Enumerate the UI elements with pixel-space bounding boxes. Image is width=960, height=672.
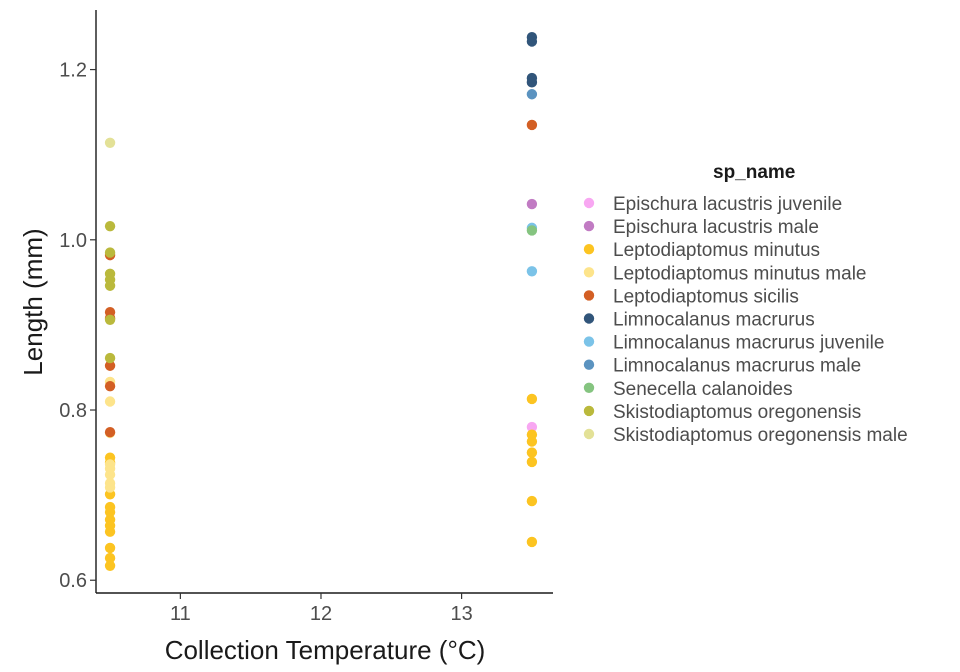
data-point [526, 72, 538, 84]
data-point [104, 137, 116, 148]
y-tick-label: 0.8 [59, 400, 87, 422]
plot-points [104, 32, 538, 571]
x-axis-title: Collection Temperature (°C) [165, 635, 486, 665]
data-point [526, 198, 538, 210]
data-point [104, 314, 116, 325]
data-point [104, 560, 116, 571]
data-point [104, 360, 116, 371]
legend-label: Limnocalanus macrurus juvenile [613, 333, 884, 354]
data-point [104, 352, 116, 364]
y-tick-label: 1.0 [59, 230, 87, 252]
legend-title: sp_name [713, 162, 795, 183]
legend-key [583, 313, 595, 324]
x-tick-label: 13 [450, 603, 472, 625]
legend-key [583, 220, 595, 232]
data-point [104, 542, 116, 554]
data-point [526, 456, 538, 468]
data-point [104, 247, 116, 258]
data-point [104, 501, 116, 513]
legend-key [583, 197, 595, 209]
x-ticks: 11 12 13 [170, 593, 473, 625]
legend-key [583, 428, 595, 440]
data-point [104, 380, 116, 392]
legend-key [583, 359, 595, 370]
y-tick-label: 0.6 [59, 570, 87, 592]
legend-key [583, 244, 595, 255]
data-point [104, 268, 116, 280]
data-point [104, 459, 116, 470]
data-point [104, 426, 116, 438]
legend-label: Limnocalanus macrurus [613, 310, 815, 331]
data-point [104, 396, 116, 407]
legend-label: Senecella calanoides [613, 379, 793, 400]
legend-key [583, 267, 595, 278]
legend-key [583, 382, 595, 393]
legend-label: Skistodiaptomus oregonensis [613, 402, 861, 423]
legend-label: Epischura lacustris male [613, 217, 819, 238]
data-point [526, 421, 538, 433]
data-point [104, 306, 116, 318]
legend-label: Leptodiaptomus minutus [613, 240, 820, 261]
legend-label: Epischura lacustris juvenile [613, 194, 842, 215]
legend-key [583, 405, 595, 417]
x-tick-label: 11 [170, 603, 191, 625]
data-point [526, 536, 538, 548]
legend-label: Limnocalanus macrurus male [613, 356, 861, 377]
legend-key [583, 336, 595, 347]
y-axis-title: Length (mm) [18, 228, 48, 375]
x-tick-label: 12 [310, 603, 332, 625]
legend-label: Leptodiaptomus minutus male [613, 263, 866, 284]
data-point [526, 32, 538, 43]
data-point [526, 119, 538, 131]
data-point [526, 393, 538, 405]
data-point [104, 552, 116, 564]
data-point [104, 220, 116, 232]
data-point [526, 266, 538, 277]
data-point [526, 429, 538, 440]
y-tick-label: 1.2 [59, 60, 87, 82]
data-point [526, 225, 538, 236]
legend-label: Leptodiaptomus sicilis [613, 286, 799, 307]
y-ticks: 0.6 0.8 1.0 1.2 [59, 60, 96, 592]
data-point [104, 478, 116, 489]
legend: sp_name Epischura lacustris juvenileEpis… [583, 162, 908, 446]
legend-label: Skistodiaptomus oregonensis male [613, 425, 908, 446]
legend-key [583, 290, 595, 301]
data-point [526, 447, 538, 458]
data-point [526, 495, 538, 507]
data-point [526, 89, 538, 100]
data-point [104, 514, 116, 526]
